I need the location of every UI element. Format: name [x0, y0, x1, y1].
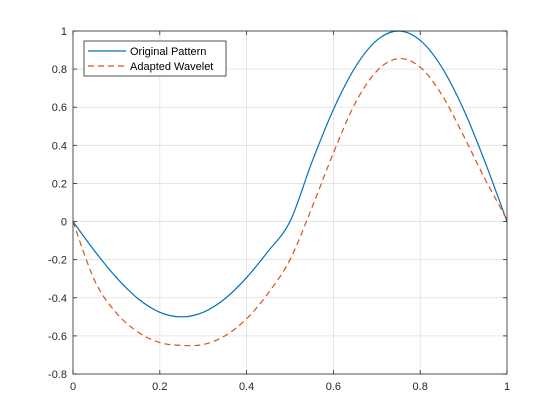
legend-label: Adapted Wavelet: [130, 61, 213, 73]
x-tick-label: 0.6: [326, 381, 341, 393]
y-tick-label: 0.6: [52, 102, 67, 114]
legend-label: Original Pattern: [130, 46, 206, 58]
y-tick-label: 1: [61, 26, 67, 38]
legend-box: [83, 40, 227, 77]
legend: Original Pattern Adapted Wavelet: [83, 40, 227, 77]
series-line-original-pattern: [72, 30, 508, 318]
x-tick-label: 0: [70, 381, 76, 393]
y-tick-label: 0: [61, 217, 67, 229]
ticks: 0 0.2 0.4 0.6 0.8 1 -0.8 -0.6 -0.4 -0.2 0 0.2 0.4 0.6…: [48, 26, 510, 393]
y-tick-label: -0.2: [48, 255, 67, 267]
y-tick-label: 0.2: [52, 178, 67, 190]
x-tick-label: 0.4: [239, 381, 254, 393]
series-layer: [72, 30, 508, 347]
series-line-adapted-wavelet: [72, 57, 508, 347]
plot-box: [72, 30, 508, 375]
y-tick-label: -0.4: [48, 293, 67, 305]
x-tick-label: 1: [504, 381, 510, 393]
x-tick-label: 0.8: [413, 381, 428, 393]
plot-background: [73, 31, 507, 374]
y-tick-label: -0.8: [48, 369, 67, 381]
y-tick-label: 0.4: [52, 140, 67, 152]
y-tick-label: 0.8: [52, 64, 67, 76]
y-tick-label: -0.6: [48, 331, 67, 343]
x-tick-label: 0.2: [152, 381, 167, 393]
